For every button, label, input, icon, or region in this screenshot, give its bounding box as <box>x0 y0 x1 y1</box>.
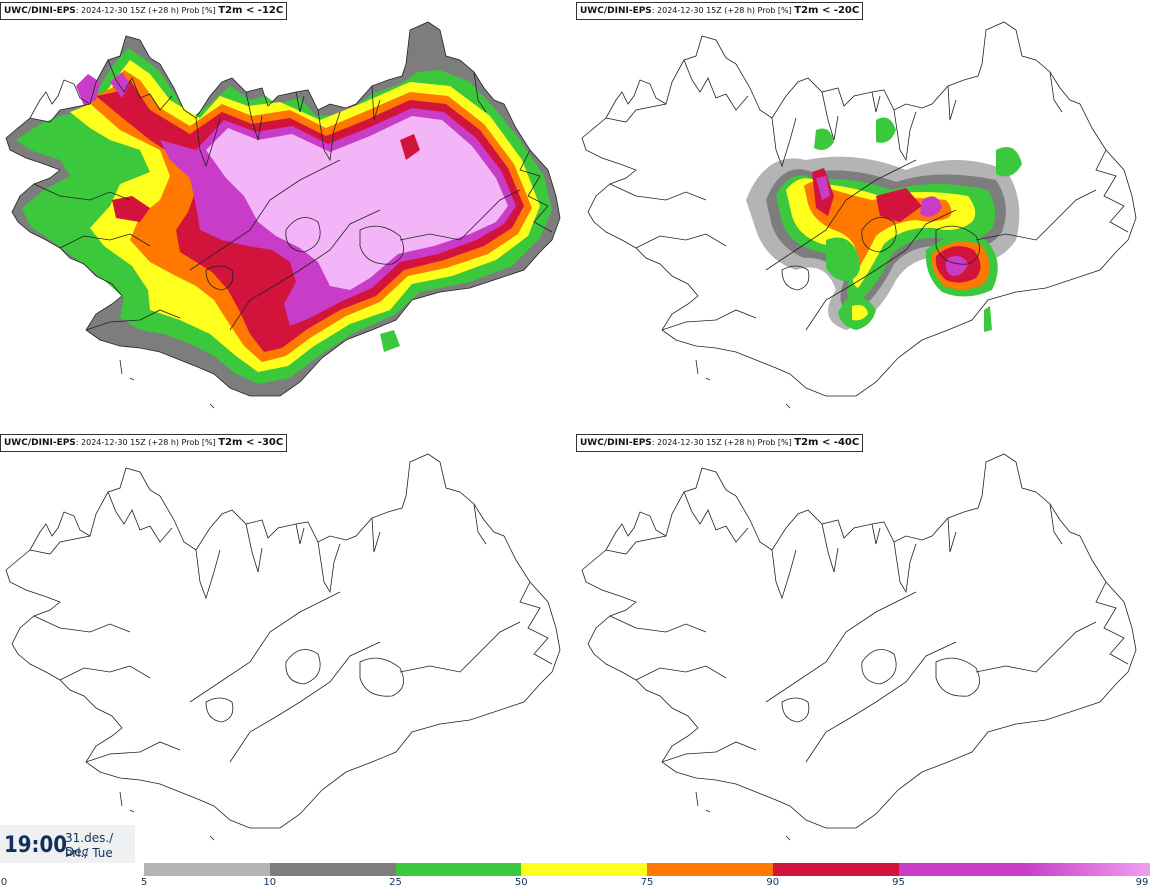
valid-hour: 19:00 <box>4 833 68 858</box>
colorbar-ticks: 0 5 10 25 50 75 90 95 99 <box>0 876 1150 891</box>
probability-field <box>6 22 560 396</box>
map-panel-minus20: UWC/DINI-EPS: 2024-12-30 15Z (+28 h) Pro… <box>576 0 1150 432</box>
colorbar-segment <box>898 863 1025 876</box>
colorbar-tick-label: 75 <box>640 877 654 888</box>
coastline <box>5 453 561 841</box>
colorbar-tick-label: 50 <box>514 877 528 888</box>
iceland-map <box>5 453 561 841</box>
probability-colorbar <box>144 863 1150 876</box>
valid-date: 31.des./ Dec <box>65 831 114 859</box>
colorbar-segment <box>269 863 396 876</box>
colorbar-tick-label: 0 <box>0 877 8 888</box>
panel-title: UWC/DINI-EPS: 2024-12-30 15Z (+28 h) Pro… <box>0 2 288 20</box>
map-panel-minus12: UWC/DINI-EPS: 2024-12-30 15Z (+28 h) Pro… <box>0 0 576 432</box>
colorbar-segment <box>521 863 647 876</box>
colorbar-tick-label: 5 <box>140 877 148 888</box>
colorbar-tick-label: 10 <box>263 877 277 888</box>
iceland-map <box>581 453 1137 841</box>
valid-time-box: 19:00 31.des./ Dec Þri./ Tue <box>0 825 135 863</box>
colorbar-segment <box>1024 863 1150 876</box>
iceland-map <box>581 21 1137 409</box>
colorbar-segment <box>144 863 270 876</box>
colorbar-segment <box>647 863 773 876</box>
iceland-map <box>5 21 561 409</box>
colorbar-segment <box>772 863 899 876</box>
map-panel-minus30: UWC/DINI-EPS: 2024-12-30 15Z (+28 h) Pro… <box>0 432 576 864</box>
valid-weekday: Þri./ Tue <box>65 846 113 860</box>
map-panel-minus40: UWC/DINI-EPS: 2024-12-30 15Z (+28 h) Pro… <box>576 432 1150 864</box>
coastline <box>581 453 1137 841</box>
colorbar-segment <box>395 863 522 876</box>
panel-title: UWC/DINI-EPS: 2024-12-30 15Z (+28 h) Pro… <box>576 2 864 20</box>
colorbar-tick-label: 25 <box>389 877 402 888</box>
panel-title: UWC/DINI-EPS: 2024-12-30 15Z (+28 h) Pro… <box>576 434 864 452</box>
colorbar-tick-label: 99 <box>1135 877 1149 888</box>
colorbar-tick-label: 95 <box>892 877 905 888</box>
panel-title: UWC/DINI-EPS: 2024-12-30 15Z (+28 h) Pro… <box>0 434 288 452</box>
colorbar-tick-label: 90 <box>766 877 780 888</box>
probability-field <box>746 117 1022 332</box>
